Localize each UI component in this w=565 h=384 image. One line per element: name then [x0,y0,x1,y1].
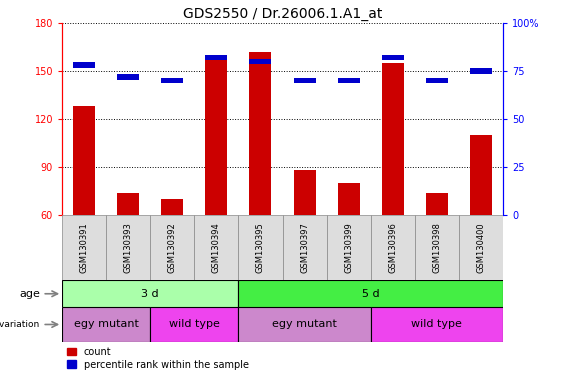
Bar [250,59,272,64]
Text: GSM130394: GSM130394 [212,222,221,273]
Text: GSM130397: GSM130397 [300,222,309,273]
Bar [194,215,238,280]
Text: GSM130395: GSM130395 [256,222,265,273]
Bar [327,215,371,280]
Bar [118,193,139,215]
Text: GSM130400: GSM130400 [476,222,485,273]
Bar [338,78,360,83]
Bar [150,215,194,280]
Bar [470,68,492,74]
Text: 3 d: 3 d [141,289,159,299]
Bar [206,55,227,60]
Text: age: age [19,289,40,299]
Bar [73,106,95,215]
Text: GSM130392: GSM130392 [168,222,177,273]
Bar [294,78,316,83]
Text: GSM130393: GSM130393 [124,222,133,273]
Bar [62,215,106,280]
Text: wild type: wild type [411,319,462,329]
Bar [250,52,272,215]
Bar [118,74,139,79]
Bar [426,78,448,83]
Bar [162,199,183,215]
Bar [206,55,227,215]
Bar [238,307,371,342]
Bar [294,170,316,215]
Bar [426,193,448,215]
Bar [62,280,238,307]
Legend: count, percentile rank within the sample: count, percentile rank within the sample [67,347,249,369]
Text: GSM130398: GSM130398 [432,222,441,273]
Bar [338,183,360,215]
Text: egy mutant: egy mutant [272,319,337,329]
Bar [282,215,327,280]
Bar [470,135,492,215]
Bar [162,78,183,83]
Bar [382,55,404,60]
Bar [382,63,404,215]
Title: GDS2550 / Dr.26006.1.A1_at: GDS2550 / Dr.26006.1.A1_at [183,7,382,21]
Bar [415,215,459,280]
Text: GSM130396: GSM130396 [388,222,397,273]
Text: genotype/variation: genotype/variation [0,320,40,329]
Bar [150,307,238,342]
Bar [459,215,503,280]
Bar [371,215,415,280]
Bar [62,307,150,342]
Text: 5 d: 5 d [362,289,380,299]
Bar [238,280,503,307]
Text: GSM130399: GSM130399 [344,222,353,273]
Bar [106,215,150,280]
Text: egy mutant: egy mutant [74,319,138,329]
Bar [238,215,282,280]
Bar [371,307,503,342]
Text: wild type: wild type [169,319,220,329]
Bar [73,63,95,68]
Text: GSM130391: GSM130391 [80,222,89,273]
